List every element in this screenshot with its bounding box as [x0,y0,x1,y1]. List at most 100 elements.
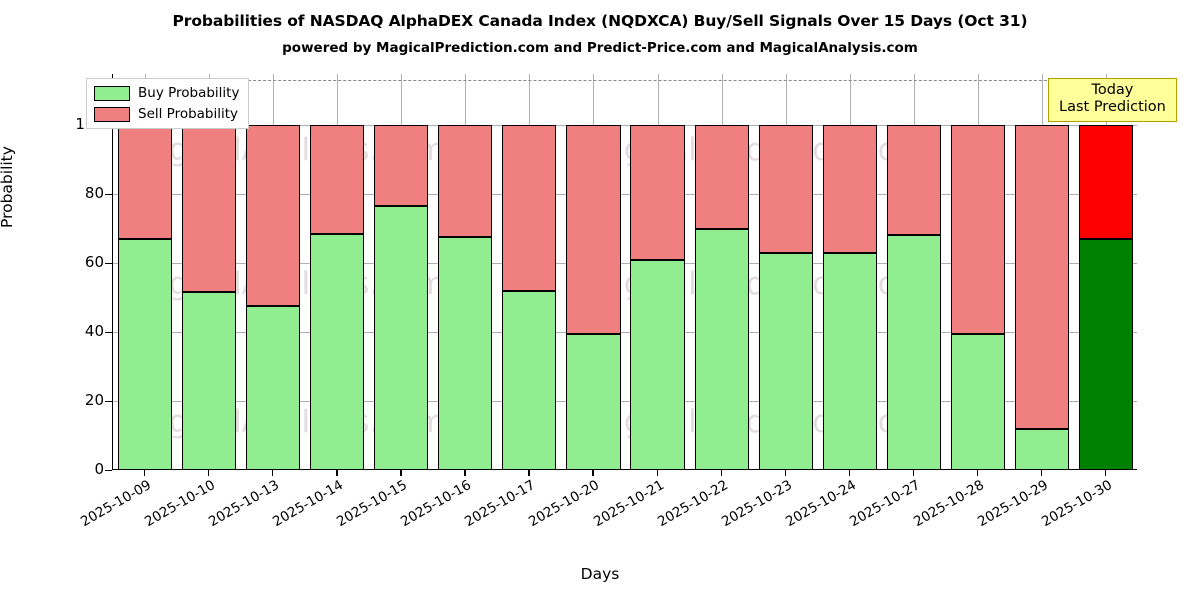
bar-segment-sell[interactable] [950,125,1005,334]
y-axis-tick-label: 40 [84,322,104,340]
bar-segment-sell[interactable] [822,125,877,253]
bar-segment-sell[interactable] [886,125,941,236]
x-axis-tick-label: 2025-10-30 [1039,477,1115,531]
x-axis-tick-mark [592,470,594,476]
x-axis-tick-mark [464,470,466,476]
gridline-horizontal [113,194,1137,195]
x-axis-tick-label: 2025-10-24 [782,477,859,531]
bar-segment-buy[interactable] [1014,428,1069,469]
bar-segment-buy[interactable] [566,333,621,469]
x-axis-tick-label: 2025-10-14 [270,477,347,531]
x-axis-tick-mark [1104,470,1107,476]
y-axis-label: Probability [0,146,16,228]
x-axis-tick-mark [336,470,338,476]
y-axis-tick-label: 60 [84,253,104,271]
bar-group[interactable] [438,125,493,469]
legend-item-buy[interactable]: Buy Probability [94,85,239,101]
bar-segment-sell[interactable] [310,125,365,234]
x-axis-tick-label: 2025-10-20 [526,477,603,531]
x-axis-tick-mark [720,470,722,476]
x-axis-tick-label: 2025-10-10 [142,477,219,531]
bar-segment-buy[interactable] [886,235,941,469]
x-axis-tick-mark [656,470,658,476]
x-axis-tick-mark [272,470,274,476]
x-axis-tick-label: 2025-10-28 [910,477,987,531]
bar-segment-sell[interactable] [694,125,749,229]
bar-group[interactable] [886,125,941,469]
x-axis-tick-mark [144,470,146,476]
legend-swatch-buy [94,85,130,101]
bar-group[interactable] [246,125,301,469]
bar-group[interactable] [950,125,1005,469]
legend-swatch-sell [94,106,130,122]
bar-segment-buy[interactable] [117,238,173,469]
x-axis-tick-label: 2025-10-16 [398,477,475,531]
chart-title: Probabilities of NASDAQ AlphaDEX Canada … [172,12,1028,30]
gridline-horizontal [113,401,1137,402]
bar-segment-sell[interactable] [246,125,301,307]
bar-segment-sell[interactable] [1014,125,1069,429]
bar-group[interactable] [182,125,237,469]
y-axis-tick-mark [105,194,112,196]
x-axis-tick-label: 2025-10-09 [78,477,155,531]
bar-segment-sell[interactable] [182,125,237,293]
bar-segment-sell[interactable] [502,125,557,291]
bar-group[interactable] [694,125,749,469]
today-annotation-line1: Today [1091,82,1134,98]
today-annotation: Today Last Prediction [1048,78,1177,123]
x-axis-tick-mark [1040,470,1043,476]
bar-group[interactable] [117,125,173,469]
bar-segment-sell[interactable] [758,125,813,253]
bar-group[interactable] [822,125,877,469]
bar-segment-buy[interactable] [1078,238,1134,469]
x-axis-tick-mark [784,470,786,476]
bar-group[interactable] [758,125,813,469]
reference-line [113,80,1137,82]
x-axis-tick-label: 2025-10-29 [974,477,1051,531]
bar-segment-sell[interactable] [438,125,493,238]
bar-segment-buy[interactable] [758,252,813,469]
y-axis-tick-label: 80 [84,184,104,202]
bar-group[interactable] [310,125,365,469]
x-axis-tick-label: 2025-10-21 [590,477,667,531]
bar-segment-buy[interactable] [182,292,237,469]
bar-group[interactable] [374,125,429,469]
bar-segment-sell[interactable] [117,125,173,239]
bar-group[interactable] [566,125,621,469]
x-axis-tick-label: 2025-10-22 [654,477,731,531]
bar-group[interactable] [1078,125,1134,469]
bar-segment-buy[interactable] [950,333,1005,469]
x-axis-tick-mark [528,470,530,476]
y-axis-tick-mark [105,332,112,334]
gridline-horizontal [113,125,1137,126]
bar-segment-buy[interactable] [438,237,493,469]
today-annotation-line2: Last Prediction [1059,99,1166,116]
bar-group[interactable] [1014,125,1069,469]
bar-segment-buy[interactable] [502,290,557,469]
x-axis-tick-mark [208,470,210,476]
bar-segment-buy[interactable] [310,233,365,469]
y-axis-tick-mark [105,401,112,403]
bar-segment-sell[interactable] [374,125,429,207]
x-axis-label: Days [580,565,620,583]
y-axis-tick-mark [105,263,112,265]
bar-segment-buy[interactable] [822,252,877,469]
legend-item-sell[interactable]: Sell Probability [94,106,239,122]
bar-segment-sell[interactable] [1078,125,1134,239]
bar-segment-buy[interactable] [246,306,301,469]
y-axis-tick-mark [105,470,112,472]
x-axis-tick-mark [976,470,979,476]
bar-segment-sell[interactable] [630,125,685,260]
x-axis-tick-mark [400,470,402,476]
bar-segment-buy[interactable] [630,259,685,469]
bar-segment-sell[interactable] [566,125,621,334]
gridline-horizontal [113,263,1137,264]
y-axis-tick-label: 20 [84,391,104,409]
bar-group[interactable] [502,125,557,469]
bar-segment-buy[interactable] [694,228,749,469]
x-axis-tick-label: 2025-10-15 [334,477,411,531]
bar-segment-buy[interactable] [374,206,429,469]
legend-label-buy: Buy Probability [138,85,240,101]
bar-group[interactable] [630,125,685,469]
